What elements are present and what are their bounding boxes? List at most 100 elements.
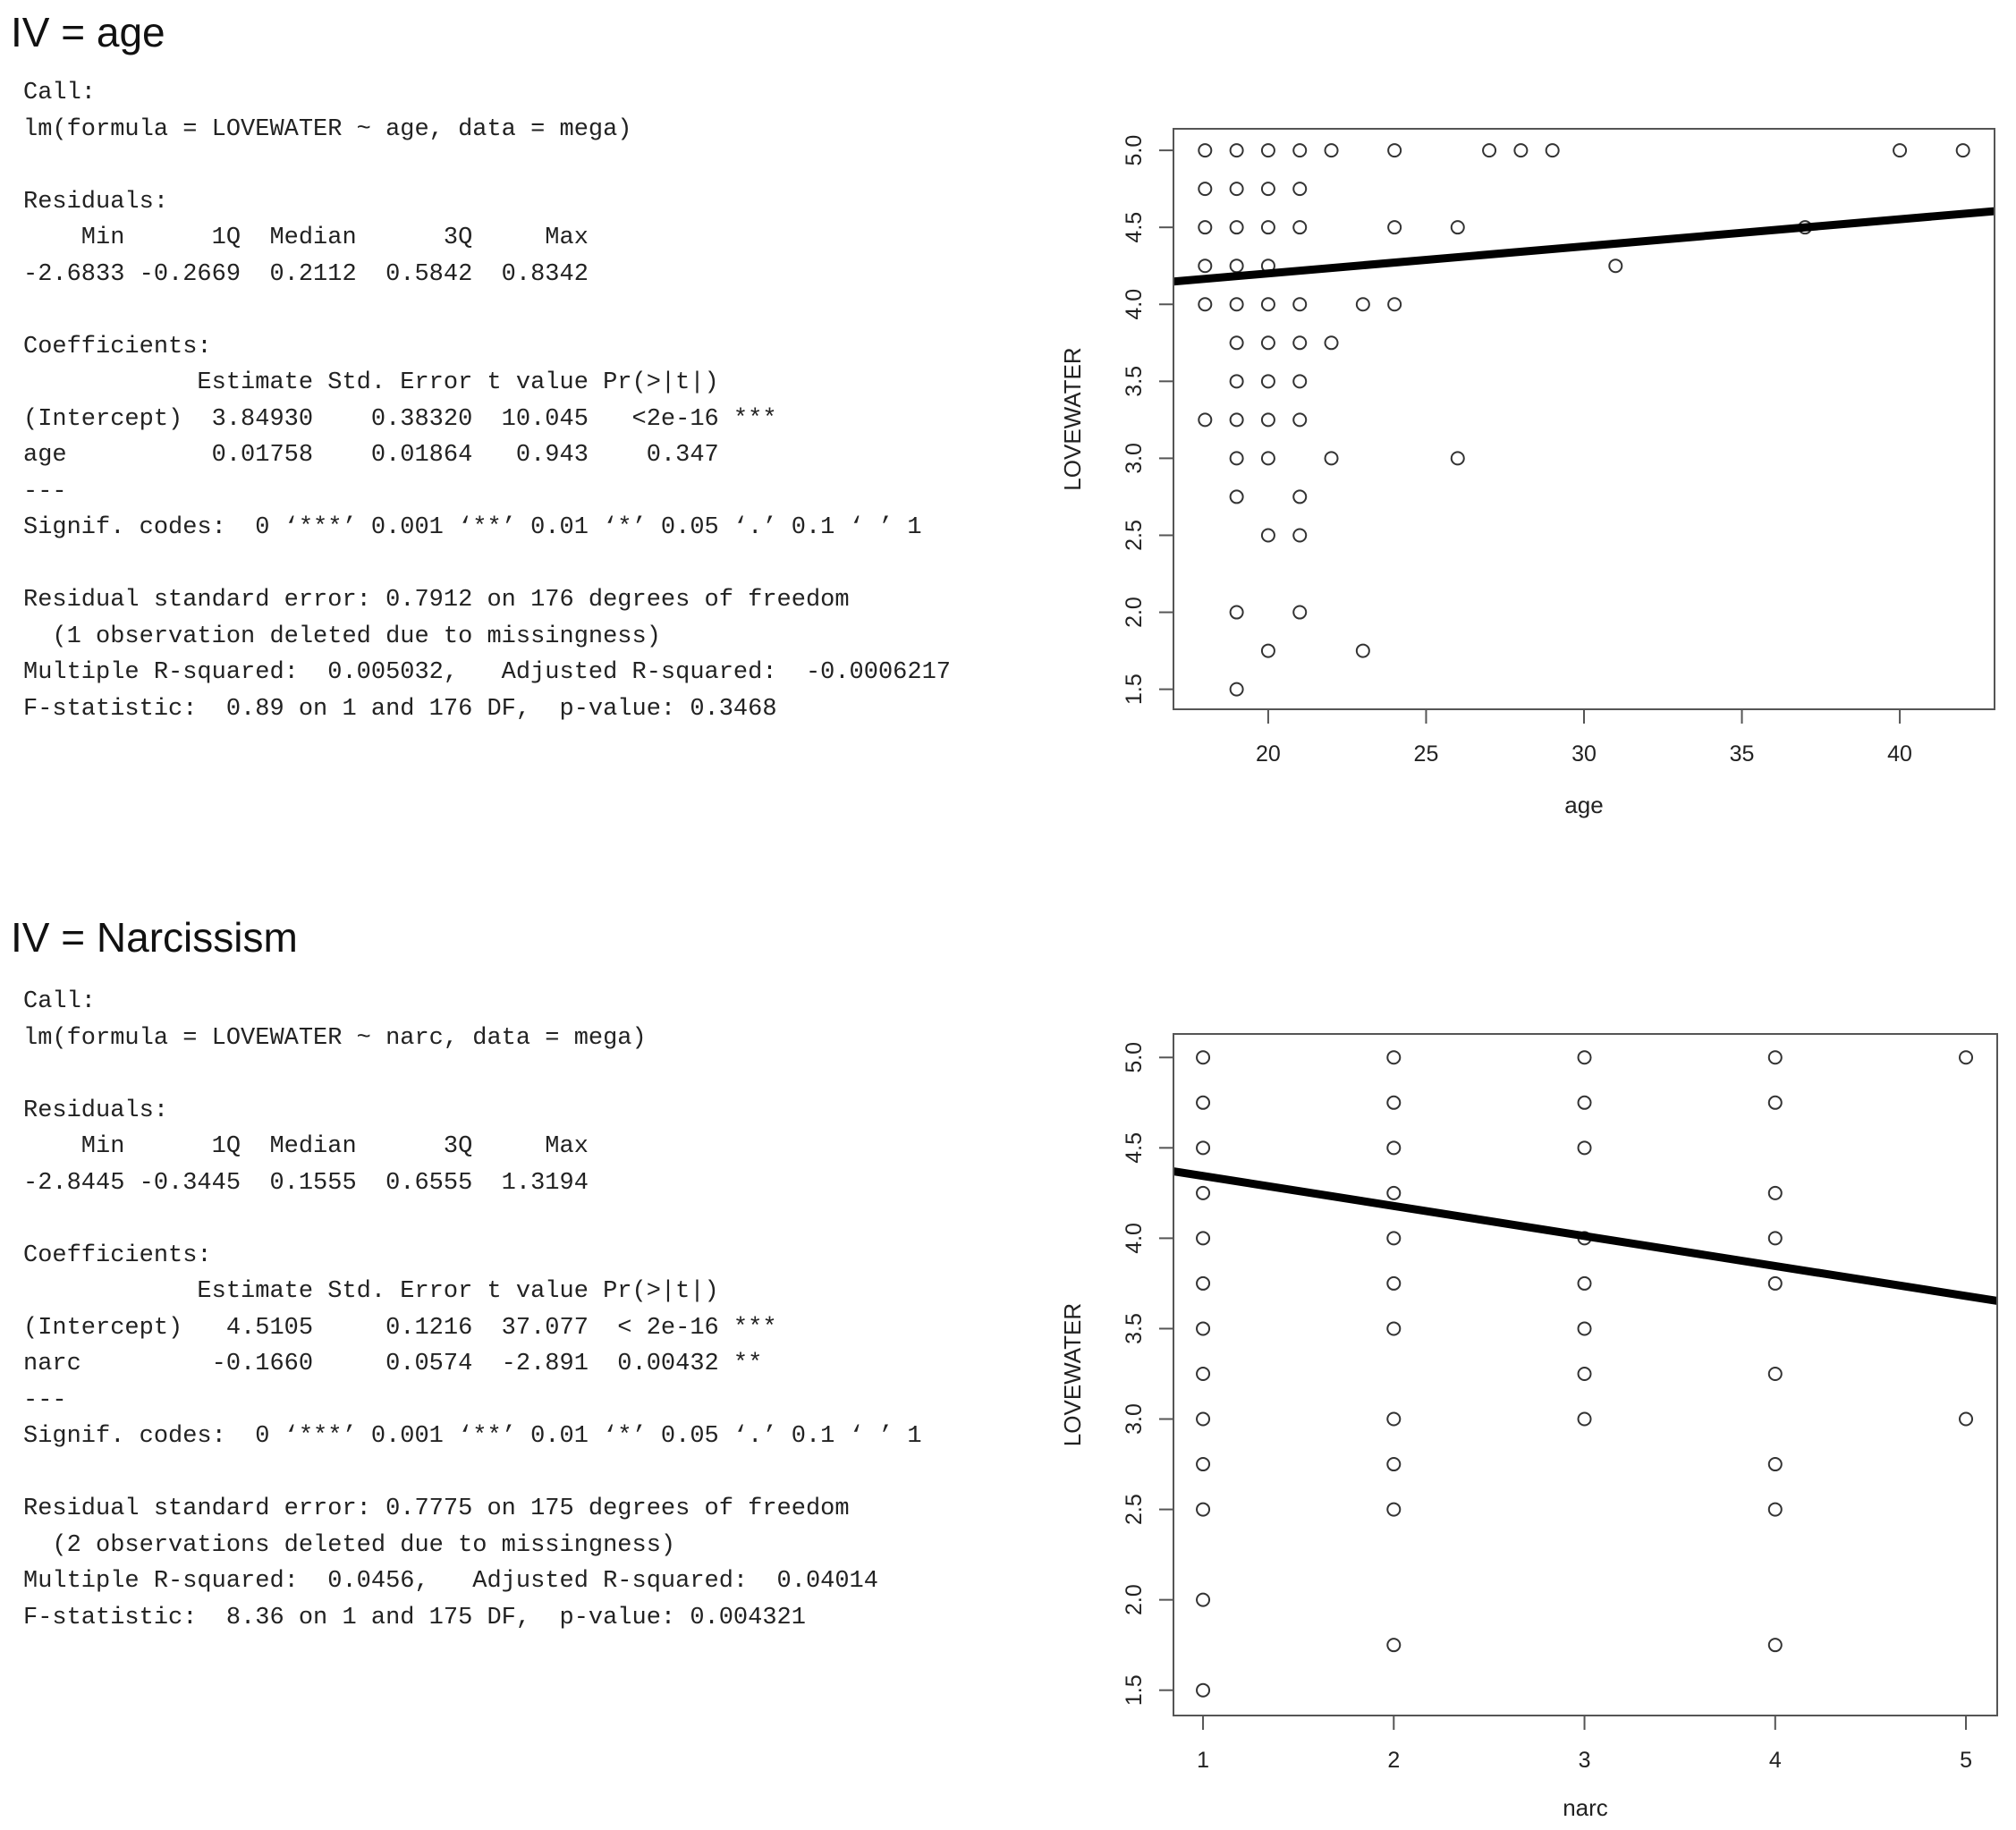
output-line: ---	[23, 478, 67, 505]
y-tick-label: 4.0	[1122, 289, 1147, 320]
data-point	[1608, 258, 1623, 274]
data-point	[1292, 335, 1308, 351]
y-axis-label: LOVEWATER	[1059, 347, 1086, 490]
output-line: Call:	[23, 80, 97, 106]
data-point	[1767, 1502, 1783, 1517]
data-point	[1387, 297, 1402, 312]
data-point	[1260, 182, 1275, 197]
data-point	[1386, 1457, 1402, 1472]
data-point	[1386, 1185, 1402, 1200]
data-point	[1198, 412, 1213, 428]
data-point	[1260, 412, 1275, 428]
y-axis-label: LOVEWATER	[1059, 1303, 1086, 1446]
data-point	[1577, 1321, 1592, 1336]
data-point	[1196, 1366, 1211, 1381]
output-line: Estimate Std. Error t value Pr(>|t|)	[23, 369, 777, 396]
y-tick-label: 5.0	[1122, 135, 1147, 166]
data-point	[1355, 297, 1370, 312]
data-point	[1324, 335, 1339, 351]
data-point	[1324, 143, 1339, 158]
data-point	[1196, 1140, 1211, 1156]
data-point	[1767, 1457, 1783, 1472]
data-point	[1229, 412, 1244, 428]
output-line: Coefficients:	[23, 1241, 212, 1269]
output-line: Signif. codes: 0 ‘***’ 0.001 ‘**’ 0.01 ‘…	[23, 514, 922, 541]
y-tick-label: 5.0	[1122, 1042, 1147, 1073]
output-line: ---	[23, 1386, 67, 1414]
data-point	[1386, 1095, 1402, 1110]
output-line: narc -0.1660 0.0574 -2.891 0.00432 **	[23, 1351, 777, 1377]
x-tick-label: 5	[1960, 1748, 1972, 1773]
data-point	[1545, 143, 1560, 158]
x-tick-label: 1	[1197, 1748, 1209, 1773]
data-point	[1196, 1592, 1211, 1607]
y-tick-label: 3.5	[1122, 1313, 1147, 1344]
output-line: (2 observations deleted due to missingne…	[23, 1531, 676, 1559]
data-point	[1513, 143, 1529, 158]
y-tick-label: 3.5	[1122, 366, 1147, 397]
x-tick-label: 3	[1579, 1748, 1591, 1773]
data-point	[1577, 1275, 1592, 1291]
data-point	[1229, 605, 1244, 620]
output-line: Estimate Std. Error t value Pr(>|t|)	[23, 1278, 777, 1305]
output-line: Residual standard error: 0.7912 on 176 d…	[23, 587, 850, 614]
data-point	[1386, 1321, 1402, 1336]
output-line: Residuals:	[23, 188, 169, 216]
data-point	[1260, 143, 1275, 158]
data-point	[1260, 335, 1275, 351]
y-tick-label: 2.5	[1122, 520, 1147, 551]
data-point	[1387, 220, 1402, 235]
data-point	[1386, 1140, 1402, 1156]
data-point	[1260, 643, 1275, 658]
y-tick-label: 3.0	[1122, 1403, 1147, 1435]
data-point	[1260, 297, 1275, 312]
regression-output-narcissism: Call: lm(formula = LOVEWATER ~ narc, data…	[23, 984, 922, 1636]
data-point	[1292, 182, 1308, 197]
data-point	[1450, 220, 1465, 235]
data-point	[1198, 220, 1213, 235]
output-line: lm(formula = LOVEWATER ~ age, data = meg…	[23, 115, 632, 143]
data-point	[1196, 1411, 1211, 1427]
data-point	[1196, 1231, 1211, 1246]
section-title-age: IV = age	[11, 9, 165, 55]
data-point	[1260, 528, 1275, 543]
x-tick-label: 4	[1769, 1748, 1782, 1773]
x-axis-label: narc	[1563, 1794, 1608, 1821]
y-tick-label: 2.0	[1122, 597, 1147, 628]
data-point	[1260, 220, 1275, 235]
data-point	[1198, 258, 1213, 274]
data-point	[1196, 1050, 1211, 1065]
data-point	[1292, 297, 1308, 312]
output-line: -2.8445 -0.3445 0.1555 0.6555 1.3194	[23, 1169, 604, 1197]
data-point	[1959, 1050, 1974, 1065]
output-line: Min 1Q Median 3Q Max	[23, 1133, 604, 1160]
data-point	[1386, 1231, 1402, 1246]
output-line: Coefficients:	[23, 333, 212, 360]
output-line: F-statistic: 0.89 on 1 and 176 DF, p-val…	[23, 695, 777, 723]
x-tick-label: 25	[1414, 741, 1439, 767]
regression-line	[1173, 207, 1995, 286]
data-point	[1355, 643, 1370, 658]
data-point	[1577, 1140, 1592, 1156]
output-line: F-statistic: 8.36 on 1 and 175 DF, p-val…	[23, 1604, 806, 1631]
output-line: (Intercept) 3.84930 0.38320 10.045 <2e-1…	[23, 405, 777, 433]
data-point	[1229, 220, 1244, 235]
regression-output-age: Call: lm(formula = LOVEWATER ~ age, data …	[23, 75, 965, 727]
data-point	[1292, 374, 1308, 389]
data-point	[1577, 1050, 1592, 1065]
data-point	[1767, 1185, 1783, 1200]
data-point	[1386, 1050, 1402, 1065]
data-point	[1198, 182, 1213, 197]
y-tick-label: 1.5	[1122, 674, 1147, 705]
data-point	[1260, 451, 1275, 466]
data-point	[1450, 451, 1465, 466]
x-axis-label: age	[1564, 792, 1603, 818]
data-point	[1292, 412, 1308, 428]
data-point	[1196, 1457, 1211, 1472]
y-tick-label: 4.5	[1122, 212, 1147, 243]
data-point	[1196, 1095, 1211, 1110]
data-point	[1386, 1275, 1402, 1291]
data-point	[1387, 143, 1402, 158]
data-point	[1229, 297, 1244, 312]
data-point	[1386, 1638, 1402, 1653]
